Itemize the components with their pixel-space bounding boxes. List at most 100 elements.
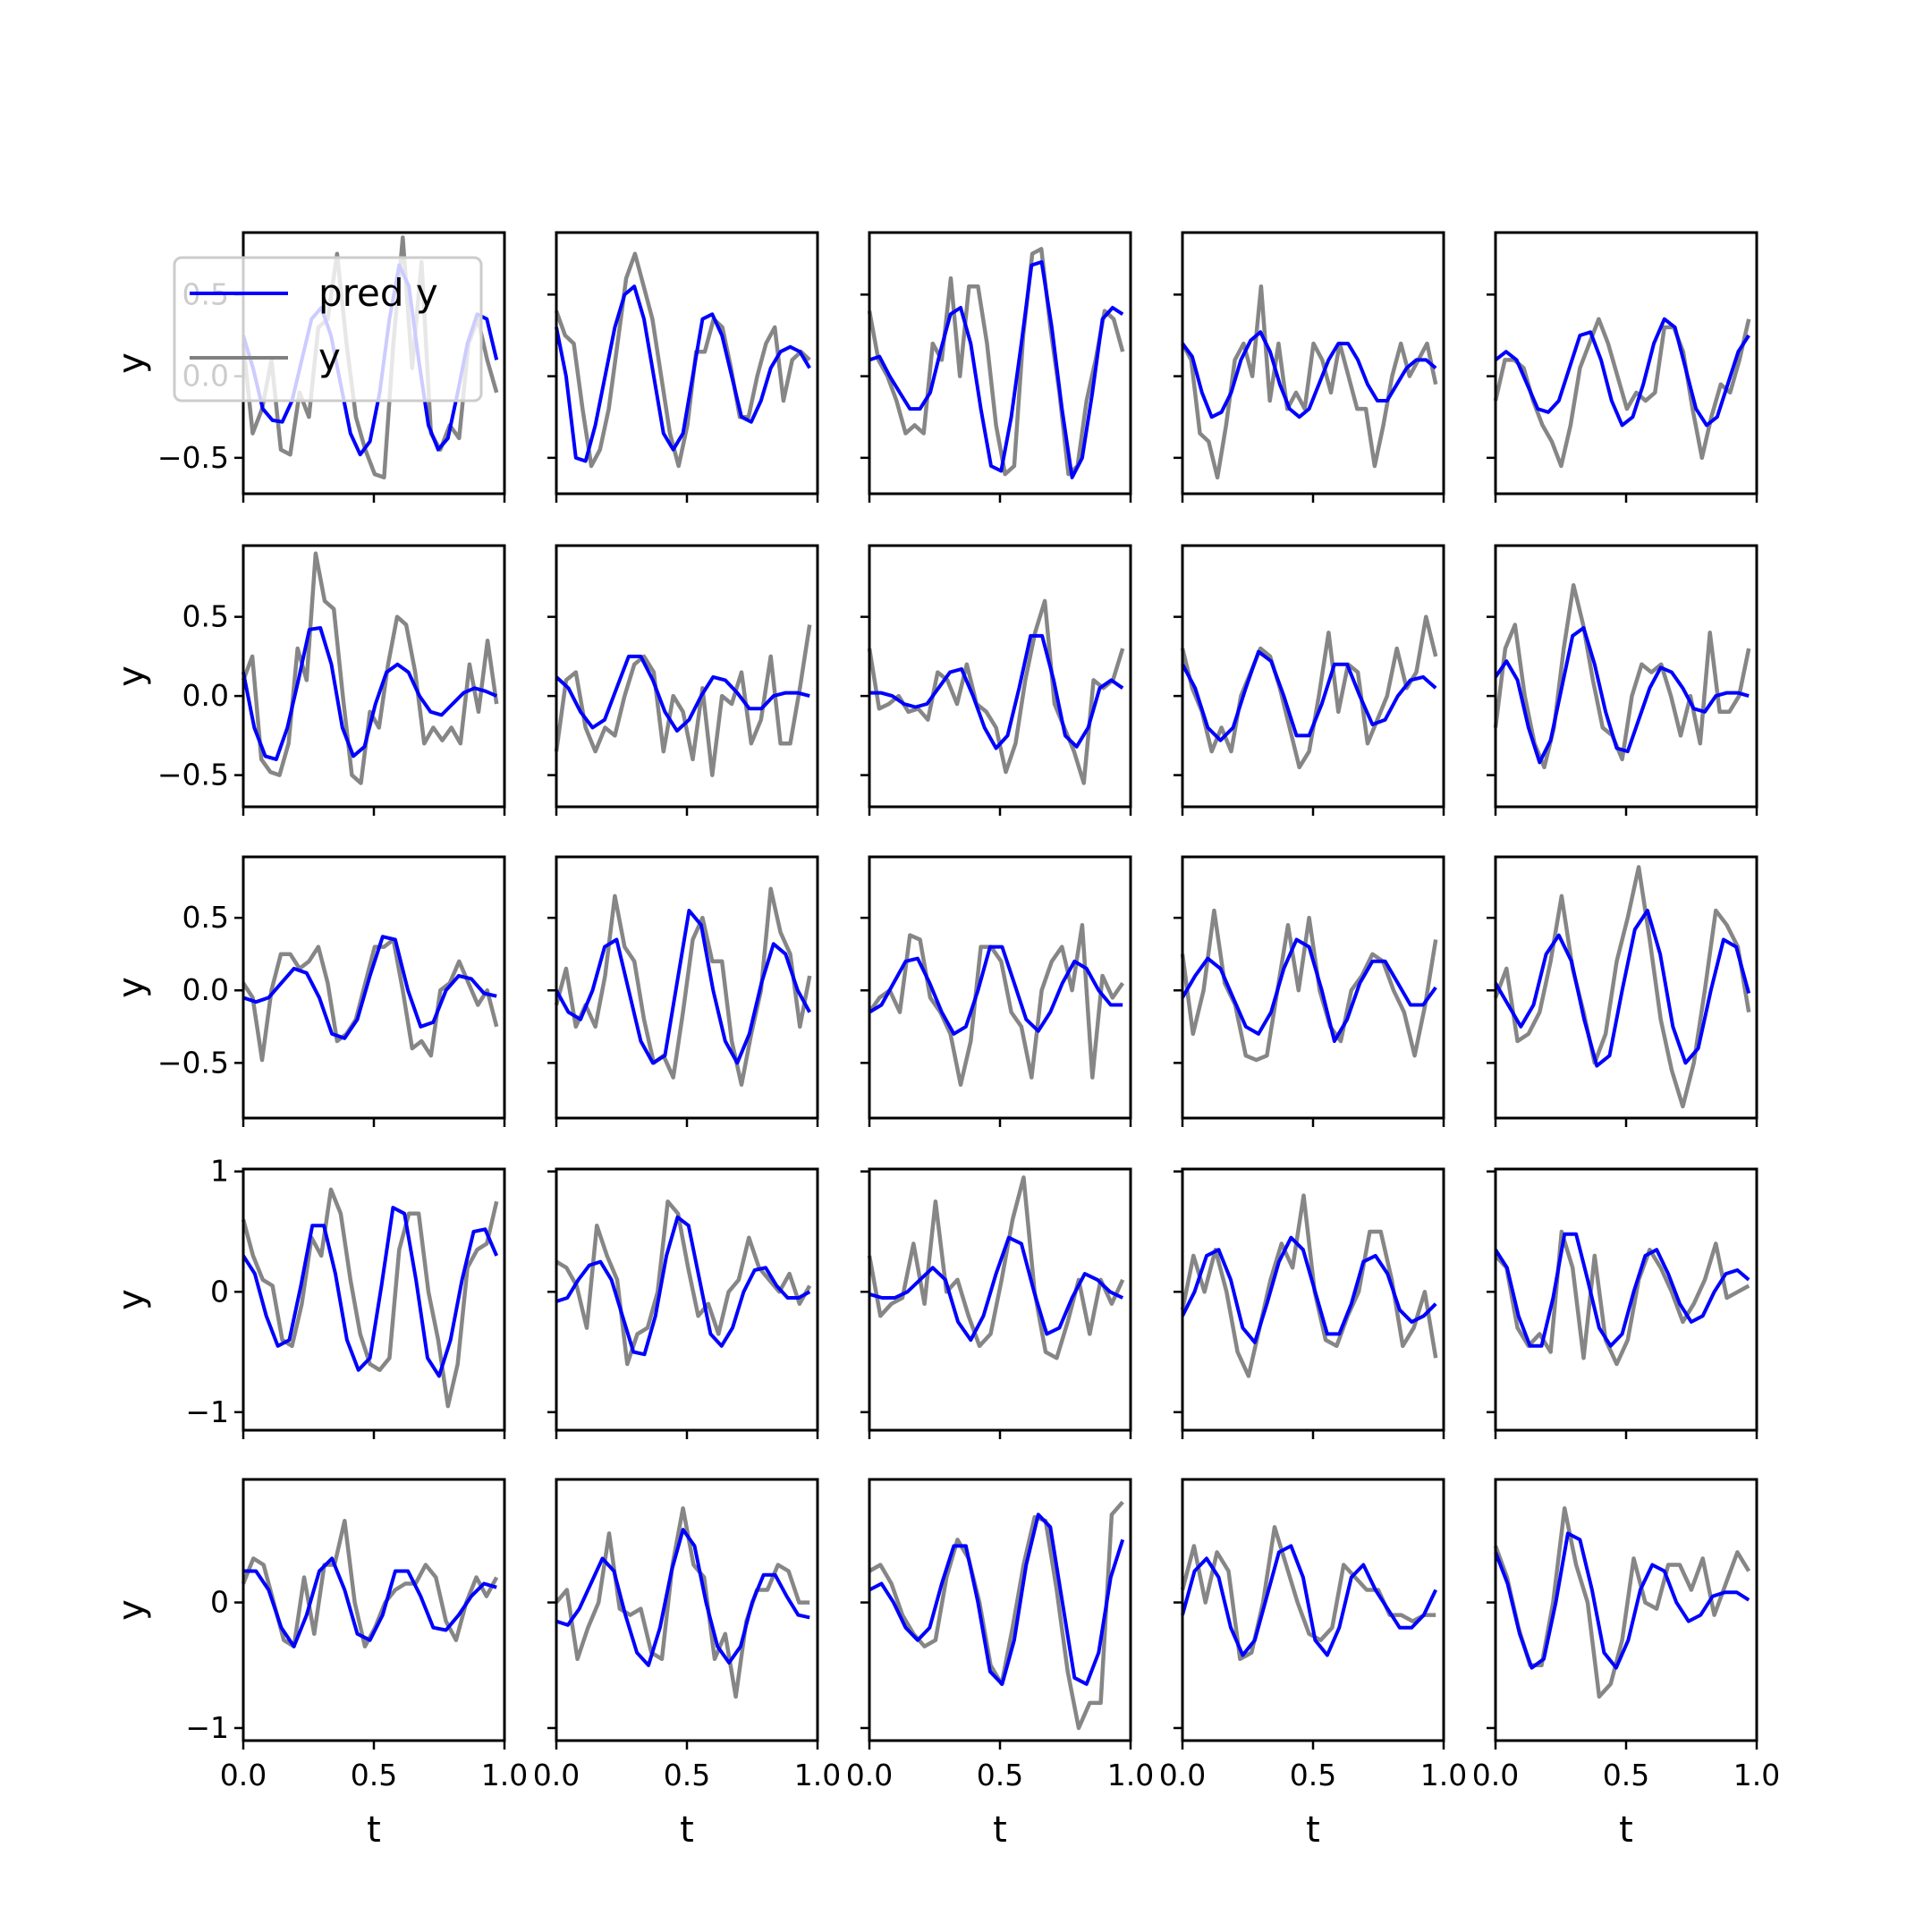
subplot-r1-c0: −0.5 0.0 0.5 y [111,544,506,816]
axes-frame [1181,1167,1445,1432]
series-pred-y [555,284,811,463]
series-pred-y [869,1235,1124,1343]
subplot-r4-c0: −1 0 0.0 0.5 1.0 y t [111,1478,528,1851]
axes-frame [1494,544,1758,809]
axes-frame [555,1167,819,1432]
x-tick-label: 0.5 [1290,1758,1336,1792]
axes-frame [1494,1167,1758,1432]
x-axis-label: t [367,1809,381,1851]
series-pred-y [555,1528,810,1667]
legend: pred y y [173,256,483,402]
subplot-r3-c4 [1487,1167,1758,1439]
subplot-r0-c3 [1174,231,1445,503]
series-pred-y [243,1556,497,1648]
y-tick-label: −0.5 [157,1045,229,1080]
x-tick-label: 0.0 [846,1758,893,1792]
axes-frame [1494,231,1758,496]
subplot-r2-c3 [1174,855,1445,1127]
x-tick-label: 1.0 [794,1758,841,1792]
x-axis-label: t [993,1809,1007,1851]
subplot-r1-c4 [1487,544,1758,816]
x-axis-label: t [680,1809,694,1851]
x-tick-label: 0.5 [351,1758,397,1792]
x-tick-label: 1.0 [1420,1758,1467,1792]
y-tick-label: −1 [185,1394,229,1429]
series-pred-y [868,945,1123,1036]
x-tick-label: 0.5 [1603,1758,1649,1792]
y-axis-label: y [111,977,152,998]
y-tick-label: 0 [210,1585,229,1620]
y-tick-label: 0.0 [182,678,229,713]
series-y [868,1500,1124,1731]
subplot-r1-c2 [860,544,1132,816]
series-y [1181,284,1438,480]
y-tick-label: 0.5 [182,599,229,634]
series-pred-y [1494,909,1751,1068]
y-axis-label: y [111,352,152,374]
series-y [241,551,499,785]
series-pred-y [242,1206,499,1378]
series-y [1180,1525,1436,1662]
x-axis-label: t [1619,1809,1633,1851]
x-axis-label: t [1306,1809,1320,1851]
subplot-r0-c1 [547,231,819,503]
axes-frame [242,855,506,1120]
x-tick-label: 0.0 [1472,1758,1519,1792]
y-tick-label: −1 [185,1710,229,1745]
y-tick-label: 1 [210,1154,229,1189]
series-pred-y [1181,649,1437,742]
y-tick-label: 0 [210,1274,229,1309]
series-pred-y [555,654,810,733]
subplot-r4-c3: 0.0 0.5 1.0 t [1159,1478,1467,1851]
subplot-r1-c3 [1174,544,1445,816]
subplot-r1-c1 [547,544,819,816]
subplot-grid: −0.50.00.5y−0.50.00.5y−0.50.00.5y−101y−1… [111,231,1780,1851]
axes-frame [1181,1478,1445,1742]
y-tick-label: 0.5 [182,900,229,935]
series-pred-y [869,259,1124,479]
subplot-r3-c3 [1174,1167,1445,1439]
series-y [554,624,812,777]
x-tick-label: 1.0 [481,1758,528,1792]
series-y [1494,1229,1750,1367]
series-pred-y [242,263,499,457]
axes-frame [1181,855,1445,1120]
series-pred-y [555,1215,811,1357]
series-y [555,1199,812,1367]
axes-frame [555,544,819,809]
series-y [554,251,811,469]
subplot-r2-c4 [1487,855,1758,1127]
series-y [1180,908,1438,1063]
series-pred-y [869,1513,1125,1686]
series-y [867,1175,1125,1360]
y-axis-label: y [111,665,152,687]
subplot-r4-c1: 0.0 0.5 1.0 t [533,1478,841,1851]
series-y [868,922,1125,1087]
series-pred-y [1181,1235,1437,1344]
subplot-r0-c4 [1487,231,1758,503]
series-y [867,247,1125,477]
axes-frame [1494,855,1758,1120]
series-pred-y [1494,626,1750,765]
x-tick-label: 0.0 [533,1758,580,1792]
series-pred-y [1494,1232,1750,1348]
legend-pred-label: pred y [318,271,438,315]
series-pred-y [242,935,497,1040]
x-tick-label: 1.0 [1107,1758,1154,1792]
x-tick-label: 0.5 [977,1758,1023,1792]
y-axis-label: y [111,1599,152,1621]
series-pred-y [1181,1544,1438,1657]
subplot-r2-c2 [860,855,1132,1127]
x-tick-label: 1.0 [1733,1758,1780,1792]
series-pred-y [1181,937,1437,1043]
subplot-r0-c2 [860,231,1132,503]
x-tick-label: 0.0 [1159,1758,1206,1792]
y-axis-label: y [111,1289,152,1310]
subplot-r3-c2 [860,1167,1132,1439]
series-y [1180,614,1438,770]
axes-frame [868,1167,1132,1432]
legend-true-label: y [318,335,341,379]
series-y [242,937,499,1063]
series-y [1493,317,1751,469]
subplot-r2-c1 [547,855,819,1127]
